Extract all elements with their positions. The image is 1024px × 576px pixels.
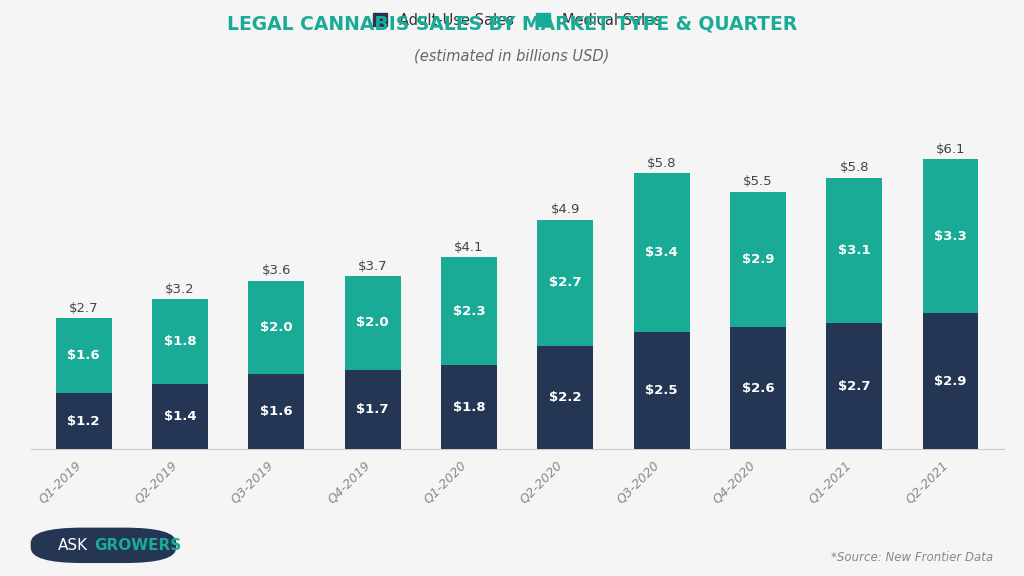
Text: $2.9: $2.9: [741, 253, 774, 266]
Text: $2.6: $2.6: [741, 382, 774, 395]
Bar: [826, 323, 882, 449]
Bar: [923, 313, 979, 449]
Text: $4.9: $4.9: [551, 203, 580, 217]
Text: $2.3: $2.3: [453, 305, 485, 317]
Text: LEGAL CANNABIS SALES BY MARKET TYPE & QUARTER: LEGAL CANNABIS SALES BY MARKET TYPE & QU…: [227, 14, 797, 33]
Bar: [153, 300, 208, 384]
Text: $3.7: $3.7: [357, 260, 387, 272]
Bar: [538, 346, 593, 449]
Text: $3.6: $3.6: [261, 264, 291, 278]
Bar: [923, 159, 979, 313]
Text: $6.1: $6.1: [936, 142, 966, 156]
Text: (estimated in billions USD): (estimated in billions USD): [415, 49, 609, 64]
Text: $2.7: $2.7: [838, 380, 870, 392]
Text: $1.7: $1.7: [356, 403, 389, 416]
Text: $1.6: $1.6: [260, 406, 293, 418]
Text: $5.8: $5.8: [647, 157, 676, 169]
Text: $1.8: $1.8: [164, 335, 197, 348]
Text: $2.5: $2.5: [645, 384, 678, 397]
Text: $1.6: $1.6: [68, 349, 100, 362]
Text: $2.7: $2.7: [69, 302, 98, 315]
Text: ASK: ASK: [57, 538, 88, 554]
Text: *Source: New Frontier Data: *Source: New Frontier Data: [831, 551, 993, 564]
Text: $5.5: $5.5: [743, 175, 773, 188]
Legend: Adult-Use Sales, Medical Sales: Adult-Use Sales, Medical Sales: [367, 7, 668, 33]
Text: $3.1: $3.1: [838, 244, 870, 257]
Bar: [153, 384, 208, 449]
Text: $2.2: $2.2: [549, 391, 582, 404]
Text: $3.2: $3.2: [165, 283, 195, 296]
Text: $2.7: $2.7: [549, 276, 582, 290]
Bar: [249, 374, 304, 449]
Bar: [730, 192, 785, 328]
Bar: [538, 219, 593, 346]
Bar: [55, 393, 112, 449]
Bar: [345, 276, 400, 370]
Text: $1.2: $1.2: [68, 415, 100, 427]
Bar: [634, 173, 689, 332]
Bar: [345, 370, 400, 449]
Bar: [55, 318, 112, 393]
Text: $2.0: $2.0: [260, 321, 293, 334]
Bar: [249, 281, 304, 374]
Bar: [441, 257, 497, 365]
Text: $5.8: $5.8: [840, 161, 869, 175]
Text: $2.0: $2.0: [356, 316, 389, 329]
Text: $4.1: $4.1: [455, 241, 483, 254]
Bar: [441, 365, 497, 449]
Bar: [634, 332, 689, 449]
Text: $2.9: $2.9: [934, 375, 967, 388]
Text: $1.8: $1.8: [453, 401, 485, 414]
Text: $1.4: $1.4: [164, 410, 197, 423]
Text: $3.4: $3.4: [645, 246, 678, 259]
Text: $3.3: $3.3: [934, 230, 967, 242]
Bar: [826, 177, 882, 323]
Bar: [730, 328, 785, 449]
Text: GROWERS: GROWERS: [94, 538, 182, 554]
FancyBboxPatch shape: [31, 528, 176, 563]
